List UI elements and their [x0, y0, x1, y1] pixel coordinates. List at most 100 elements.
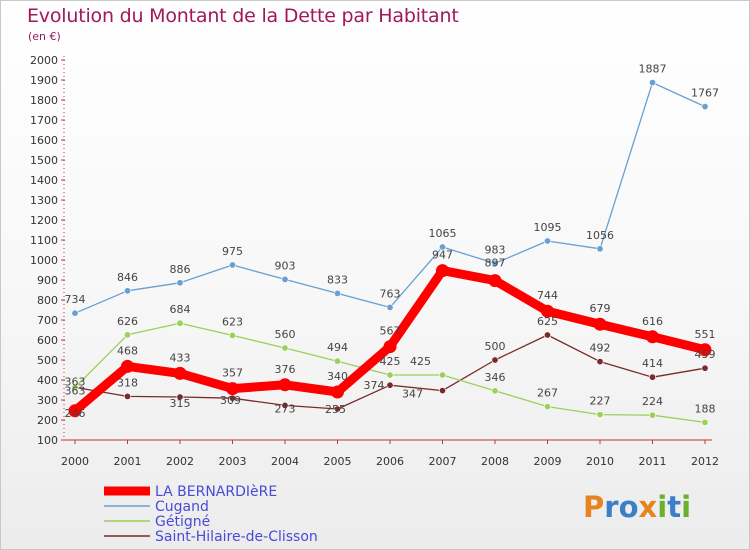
data-label-2: 626	[117, 315, 138, 328]
y-tick-label: 1100	[30, 234, 58, 247]
data-label-1: 975	[222, 245, 243, 258]
y-tick-label: 1000	[30, 254, 58, 267]
data-label-3: 315	[170, 397, 191, 410]
data-point-1	[386, 303, 394, 311]
data-point-0	[226, 382, 239, 396]
data-label-3: 459	[695, 348, 716, 361]
y-tick-label: 100	[37, 434, 58, 447]
data-label-0: 744	[537, 289, 558, 302]
y-tick-label: 1200	[30, 214, 58, 227]
data-label-1: 1887	[639, 63, 667, 76]
data-point-1	[701, 103, 709, 111]
legend: LA BERNARDIèRECugandGétignéSaint-Hilaire…	[104, 484, 318, 545]
y-tick-label: 1700	[30, 114, 58, 127]
x-tick-label: 2007	[429, 455, 457, 468]
data-label-0: 947	[432, 249, 453, 262]
data-label-2: 425	[380, 355, 401, 368]
data-label-2: 227	[590, 395, 611, 408]
legend-label-0: LA BERNARDIèRE	[155, 484, 277, 500]
data-label-1: 763	[380, 287, 401, 300]
data-point-2	[438, 371, 446, 379]
data-point-3	[281, 401, 289, 409]
data-label-1: 1767	[691, 87, 719, 100]
data-label-3: 309	[220, 394, 241, 407]
series-line-1	[74, 81, 706, 314]
y-tick-label: 1300	[30, 194, 58, 207]
data-point-2	[701, 418, 709, 426]
data-label-2: 346	[485, 371, 506, 384]
data-label-3: 318	[117, 376, 138, 389]
x-tick-label: 2006	[376, 455, 404, 468]
data-point-1	[648, 79, 656, 87]
y-tick-label: 300	[37, 394, 58, 407]
x-tick-label: 2010	[586, 455, 614, 468]
y-tick-label: 200	[37, 414, 58, 427]
data-point-0	[541, 304, 554, 318]
data-label-2: 267	[537, 387, 558, 400]
y-tick-label: 800	[37, 294, 58, 307]
data-point-0	[698, 343, 712, 357]
data-label-1: 1095	[534, 221, 562, 234]
data-label-3: 492	[590, 342, 611, 355]
data-label-0: 897	[485, 257, 506, 270]
data-label-0: 468	[117, 344, 138, 357]
y-tick-label: 2000	[30, 54, 58, 67]
data-point-3	[386, 381, 394, 389]
data-point-1	[281, 275, 289, 283]
data-label-2: 684	[170, 303, 191, 316]
x-tick-label: 2002	[166, 455, 194, 468]
data-point-2	[386, 371, 394, 379]
x-tick-label: 2011	[639, 455, 667, 468]
data-point-2	[124, 331, 132, 339]
data-point-2	[491, 387, 499, 395]
data-point-0	[121, 359, 134, 373]
data-point-3	[176, 393, 184, 401]
chart-subtitle: (en €)	[28, 30, 61, 43]
y-tick-label: 1600	[30, 134, 58, 147]
data-point-3	[124, 392, 132, 400]
x-tick-label: 2008	[481, 455, 509, 468]
data-label-2: 560	[275, 328, 296, 341]
data-point-2	[176, 319, 184, 327]
data-point-3	[438, 387, 446, 395]
data-point-1	[596, 245, 604, 253]
data-label-1: 1065	[429, 227, 457, 240]
legend-label-2: Gétigné	[155, 514, 210, 530]
legend-label-3: Saint-Hilaire-de-Clisson	[155, 529, 318, 545]
y-tick-label: 1500	[30, 154, 58, 167]
data-point-1	[229, 261, 237, 269]
y-tick-label: 700	[37, 314, 58, 327]
data-point-0	[173, 366, 187, 380]
data-label-0: 551	[695, 328, 716, 341]
x-tick-label: 2003	[219, 455, 247, 468]
data-label-1: 846	[117, 271, 138, 284]
data-label-3: 273	[275, 402, 296, 415]
data-point-2	[71, 383, 79, 391]
y-tick-label: 1800	[30, 94, 58, 107]
data-point-0	[488, 274, 502, 288]
x-tick-label: 2005	[324, 455, 352, 468]
data-point-3	[596, 358, 604, 366]
data-point-0	[646, 330, 659, 344]
data-label-2: 188	[695, 402, 716, 415]
data-label-0: 246	[65, 407, 86, 420]
data-point-3	[491, 356, 499, 364]
y-tick-label: 1400	[30, 174, 58, 187]
data-label-3: 363	[65, 384, 86, 397]
data-point-2	[648, 411, 656, 419]
data-point-1	[124, 287, 132, 295]
proxiti-logo-text: Proxiti	[583, 490, 691, 524]
data-label-3: 500	[485, 340, 506, 353]
x-tick-label: 2004	[271, 455, 299, 468]
proxiti-logo: Proxiti	[583, 490, 691, 524]
data-point-1	[543, 237, 551, 245]
data-label-2: 623	[222, 315, 243, 328]
data-point-2	[333, 357, 341, 365]
data-label-0: 376	[275, 363, 296, 376]
data-label-1: 886	[170, 263, 191, 276]
data-label-2: 494	[327, 341, 348, 354]
x-tick-label: 2000	[61, 455, 89, 468]
data-label-3: 255	[325, 403, 346, 416]
x-tick-label: 2012	[691, 455, 719, 468]
